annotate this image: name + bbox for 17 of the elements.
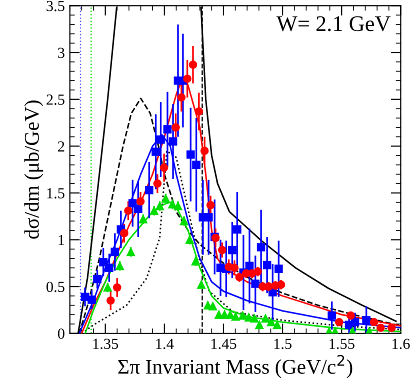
x-axis-title: Σπ Invariant Mass (GeV/c$^{2}$) [118,354,352,378]
y-tick-label: 3.5 [46,0,64,12]
y-tick-label: 1.5 [47,188,64,198]
y-tick-label: 0 [58,328,64,339]
x-tick-label: 1.45 [211,338,236,350]
y-tick-label: 1 [58,234,64,246]
x-tick-label: 1.4 [156,338,174,350]
x-tick-label: 1.35 [93,338,118,350]
x-tick-label: 1.6 [392,338,410,350]
y-axis-title: dσ/dm (μb/GeV) [24,100,44,239]
annotation: W= 2.1 GeV [276,16,391,32]
y-tick-label: 2 [58,141,64,152]
x-tick-label: 1.5 [274,338,292,350]
y-tick-label: 0.5 [46,282,64,292]
y-tick-label: 3 [58,48,64,58]
x-tick-label: 1.55 [330,338,354,350]
y-tick-label: 2.5 [46,94,64,105]
